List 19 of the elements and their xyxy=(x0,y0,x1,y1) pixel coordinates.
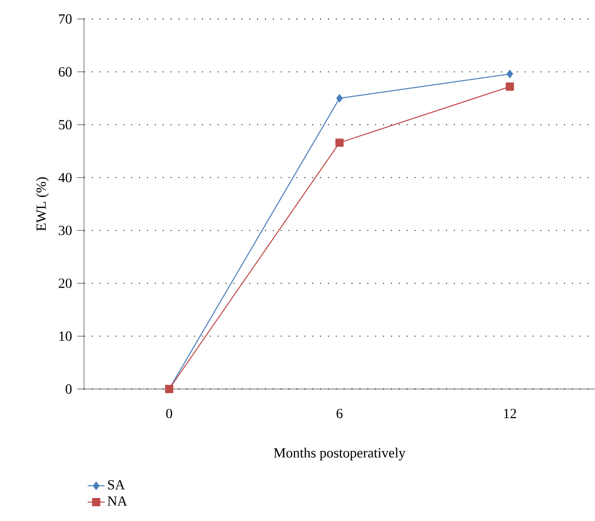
x-tick-label: 12 xyxy=(504,408,516,418)
point xyxy=(336,94,343,102)
point xyxy=(335,138,344,147)
y-tick-label: 40 xyxy=(58,172,72,182)
legend-label: NA xyxy=(108,496,128,506)
y-tick-label: 60 xyxy=(58,67,72,77)
point xyxy=(506,82,514,91)
x-tick-label: 0 xyxy=(166,408,172,418)
y-tick-label: 30 xyxy=(58,226,72,236)
point xyxy=(506,70,514,78)
x-axis-title: Months postoperatively xyxy=(274,448,406,460)
y-tick-label: 10 xyxy=(59,331,72,341)
legend-label: SA xyxy=(108,480,125,490)
y-tick-label: 50 xyxy=(59,120,72,130)
y-tick-label: 0 xyxy=(66,384,72,394)
x-tick-label: 6 xyxy=(336,408,343,418)
y-tick-label: 20 xyxy=(58,278,72,288)
y-axis-title: EWL (%) xyxy=(36,177,49,231)
y-tick-label: 70 xyxy=(59,14,72,24)
